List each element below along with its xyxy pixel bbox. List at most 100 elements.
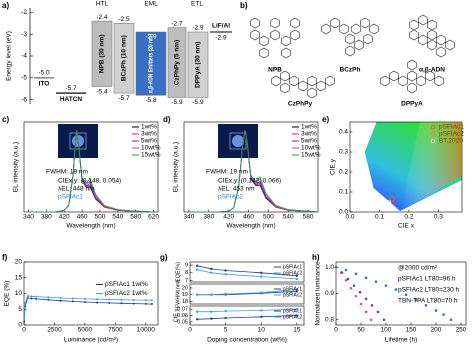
- legend-label: pSFIAc1: [283, 308, 302, 314]
- molecule-name: CzPhPy: [288, 101, 313, 108]
- data-point: [210, 317, 213, 320]
- molecule-ring: [380, 59, 444, 94]
- legend-label: 3wt%: [141, 131, 157, 138]
- data-point: [108, 301, 111, 304]
- data-point: [382, 318, 386, 322]
- y-axis-label: EL intensity (a.u.): [13, 142, 20, 192]
- y-axis-label: Normalized luminance: [315, 261, 322, 326]
- data-point: [260, 315, 263, 318]
- homo-label: -5.9: [171, 99, 183, 106]
- data-point: [210, 271, 213, 274]
- data-point: [354, 272, 358, 276]
- level-label: -2.9: [215, 35, 227, 42]
- data-point: [59, 299, 62, 302]
- data-point: [96, 298, 99, 301]
- plot-frame: [189, 261, 305, 283]
- x-tick-label: 150: [406, 327, 417, 334]
- data-point: [120, 298, 123, 301]
- data-point: [30, 297, 33, 300]
- y-tick-label: 18: [182, 299, 188, 305]
- data-point: [30, 295, 33, 298]
- data-point: [260, 271, 263, 274]
- molecule-ring: [250, 17, 300, 59]
- legend-label: pSFIAc2: [283, 270, 302, 276]
- y-axis-label: EQE (%): [4, 281, 11, 307]
- x-tick-label: 7500: [108, 327, 123, 334]
- data-point: [120, 302, 123, 305]
- panel-label: f): [2, 253, 8, 262]
- x-axis-label: Luminance (cd/m²): [64, 337, 118, 344]
- annotation: pSFIAc2: [218, 194, 243, 201]
- legend-label: 5wt%: [301, 138, 317, 145]
- x-axis-label: Doping concentration (wt%): [207, 337, 287, 344]
- layer-name: α,β-ADN Emitters (20 nm): [148, 34, 155, 93]
- annotation: pSFIAc2 LT80=230 h: [398, 287, 460, 294]
- y-tick-label: 0.06: [177, 313, 188, 319]
- data-point: [384, 284, 388, 287]
- layer-group: HTL: [96, 1, 109, 8]
- level-label: -5.0: [38, 70, 50, 77]
- homo-label: -5.8: [145, 97, 157, 104]
- y-tick-label: -2: [21, 9, 27, 16]
- data-point: [295, 277, 299, 281]
- data-point: [150, 303, 153, 306]
- legend-label: 5wt%: [141, 138, 157, 145]
- y-tick-label: 15: [15, 274, 23, 281]
- panel-label: b): [240, 1, 248, 10]
- data-point: [23, 317, 26, 320]
- data-point: [195, 318, 199, 321]
- inset-glow: [232, 135, 244, 147]
- y-axis-label: FWHM(nm): [175, 280, 181, 309]
- lumo-label: -2.7: [171, 20, 183, 27]
- data-point: [24, 301, 27, 304]
- data-point: [47, 298, 50, 301]
- data-point: [386, 200, 392, 206]
- data-point: [35, 295, 38, 298]
- data-point: [369, 318, 373, 322]
- data-point: [334, 265, 338, 269]
- data-point: [260, 309, 263, 312]
- homo-label: -5.4: [96, 88, 108, 95]
- molecule-name: NPB: [268, 67, 282, 74]
- x-tick-label: 460: [243, 214, 254, 221]
- annotation: CIEx,y: (0.148, 0.054): [58, 178, 121, 185]
- level-label: -5.7: [65, 85, 77, 92]
- y-tick-label: 0.8: [325, 316, 334, 323]
- y-axis-label: EL intensity (a.u.): [173, 142, 180, 192]
- x-tick-label: 0.2: [404, 214, 413, 221]
- legend-label: pSFIAc1: [283, 264, 302, 270]
- molecule-ring: [321, 17, 379, 57]
- data-point: [224, 269, 227, 272]
- data-point: [47, 296, 50, 299]
- legend-label: pSFIAc1: [283, 286, 302, 292]
- layer-name: BCzPh (10 nm): [121, 35, 128, 81]
- data-point: [132, 298, 135, 301]
- y-tick-label: 0: [18, 322, 22, 329]
- plot-frame: [23, 121, 159, 213]
- data-point: [424, 304, 428, 307]
- y-tick-label: -3: [21, 31, 27, 38]
- energy-layer: [113, 23, 135, 94]
- energy-layer: [91, 20, 113, 87]
- x-tick-label: 380: [41, 214, 52, 221]
- annotation: λEL: 448 nm: [58, 186, 95, 193]
- inset-square: [69, 132, 87, 150]
- data-point: [376, 310, 380, 314]
- annotation: FWHM: 19 nm: [46, 169, 88, 176]
- lumo-label: -2.9: [145, 34, 157, 41]
- data-point: [295, 314, 299, 317]
- y-tick-label: 7: [185, 278, 188, 284]
- x-tick-label: 200: [431, 327, 442, 334]
- data-point: [71, 300, 74, 303]
- layer-name: HATCN: [60, 96, 83, 103]
- x-tick-label: 0.0: [345, 214, 354, 221]
- annotation: pSFIAc1 LT80=96 h: [398, 276, 456, 283]
- inset-square: [229, 132, 247, 150]
- y-tick-label: 1.0: [325, 264, 334, 271]
- homo-label: -5.9: [192, 99, 204, 106]
- data-point: [210, 267, 213, 271]
- x-tick-label: 0.3: [434, 214, 443, 221]
- layer-name: DPPyA (30 nm): [195, 42, 202, 88]
- data-point: [260, 291, 263, 294]
- data-point: [96, 301, 99, 304]
